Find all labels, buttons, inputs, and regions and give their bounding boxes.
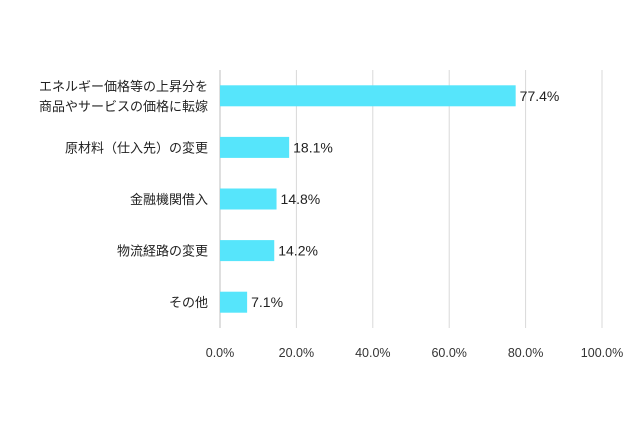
category-label: 商品やサービスの価格に転嫁 <box>39 99 208 115</box>
bars <box>220 85 516 313</box>
x-tick-label: 80.0% <box>508 346 543 360</box>
bar <box>220 240 275 262</box>
bar-value-label: 18.1% <box>293 139 333 155</box>
x-tick-label: 60.0% <box>431 346 466 360</box>
category-label: 金融機関借入 <box>130 192 208 208</box>
bar <box>220 85 516 107</box>
bar-value-label: 14.2% <box>278 243 318 259</box>
category-label: その他 <box>169 296 208 311</box>
bar <box>220 136 290 158</box>
x-tick-label: 100.0% <box>581 346 623 360</box>
bar <box>220 188 277 210</box>
labels: 0.0% 20.0% 40.0% 60.0% 80.0% 100.0% 77.4% エネルギー… <box>39 79 623 360</box>
bar-value-label: 7.1% <box>251 294 283 310</box>
gridlines <box>219 70 603 328</box>
category-label: 物流経路の変更 <box>117 244 208 260</box>
x-tick-label: 20.0% <box>279 346 314 360</box>
category-label: エネルギー価格等の上昇分を <box>39 79 208 95</box>
x-tick-label: 40.0% <box>355 346 390 360</box>
bar <box>220 291 248 313</box>
category-label: 原材料（仕入先）の変更 <box>65 140 208 156</box>
x-tick-label: 0.0% <box>206 346 235 360</box>
bar-value-label: 77.4% <box>520 88 560 104</box>
bar-value-label: 14.8% <box>281 191 321 207</box>
